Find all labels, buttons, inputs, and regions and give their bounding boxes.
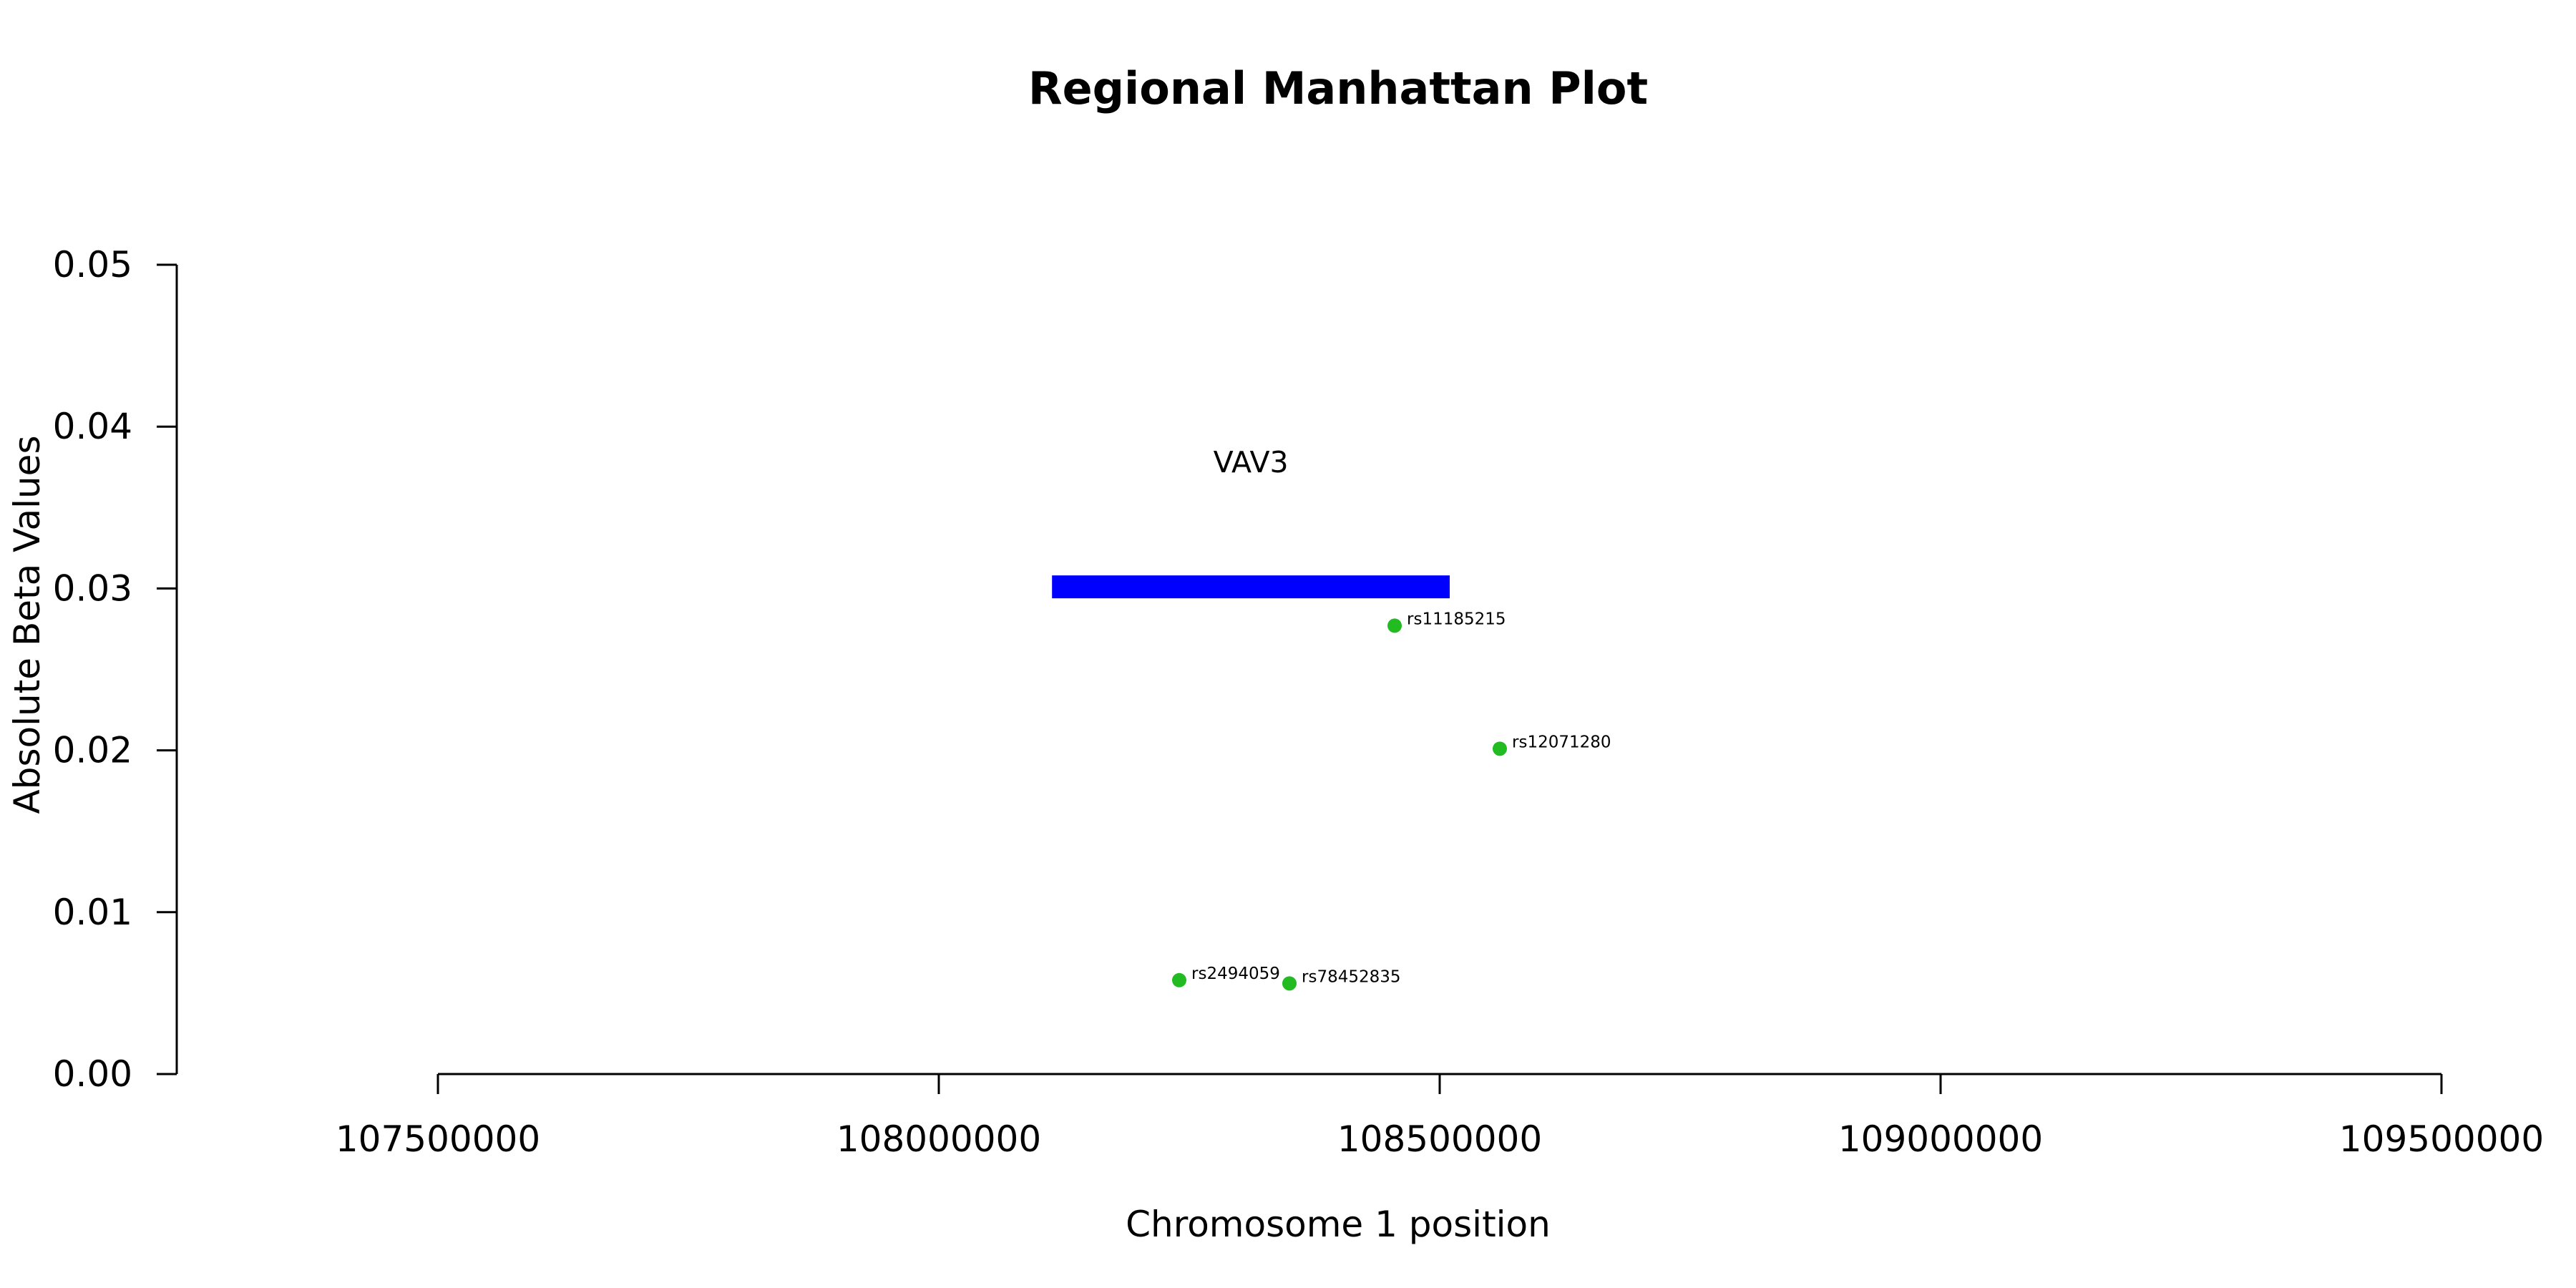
y-tick-label: 0.05 (53, 244, 132, 286)
x-tick-label: 107500000 (336, 1118, 540, 1160)
y-tick-label: 0.00 (53, 1053, 132, 1095)
x-tick-label: 109500000 (2339, 1118, 2544, 1160)
gene-bar (1052, 575, 1450, 599)
y-tick-label: 0.02 (53, 730, 132, 771)
x-axis: 107500000 108000000 108500000 109000000 1095… (336, 1073, 2544, 1160)
snp-label: rs12071280 (1512, 733, 1611, 751)
x-tick-label: 108000000 (836, 1118, 1041, 1160)
snp-point (1282, 976, 1297, 991)
snp-point (1493, 741, 1507, 756)
y-tick-label: 0.04 (53, 406, 132, 447)
snp-point (1172, 972, 1186, 987)
snp-label: rs11185215 (1407, 610, 1506, 628)
snp-label: rs2494059 (1191, 965, 1280, 983)
x-axis-label: Chromosome 1 position (1126, 1204, 1551, 1245)
chart-title: Regional Manhattan Plot (1028, 62, 1648, 114)
y-tick-label: 0.03 (53, 567, 132, 609)
snp-point (1387, 618, 1402, 633)
genes-layer: VAV3 (1052, 445, 1450, 599)
points-layer: rs11185215 rs12071280 rs2494059 rs78452835 (1172, 610, 1611, 991)
y-axis: 0.00 0.01 0.02 0.03 0.04 0.05 (53, 244, 178, 1095)
x-tick-label: 108500000 (1337, 1118, 1542, 1160)
x-tick-label: 109000000 (1838, 1118, 2043, 1160)
y-axis-label: Absolute Beta Values (6, 436, 48, 814)
snp-label: rs78452835 (1302, 967, 1401, 986)
gene-label: VAV3 (1214, 445, 1289, 479)
y-tick-label: 0.01 (53, 892, 132, 933)
